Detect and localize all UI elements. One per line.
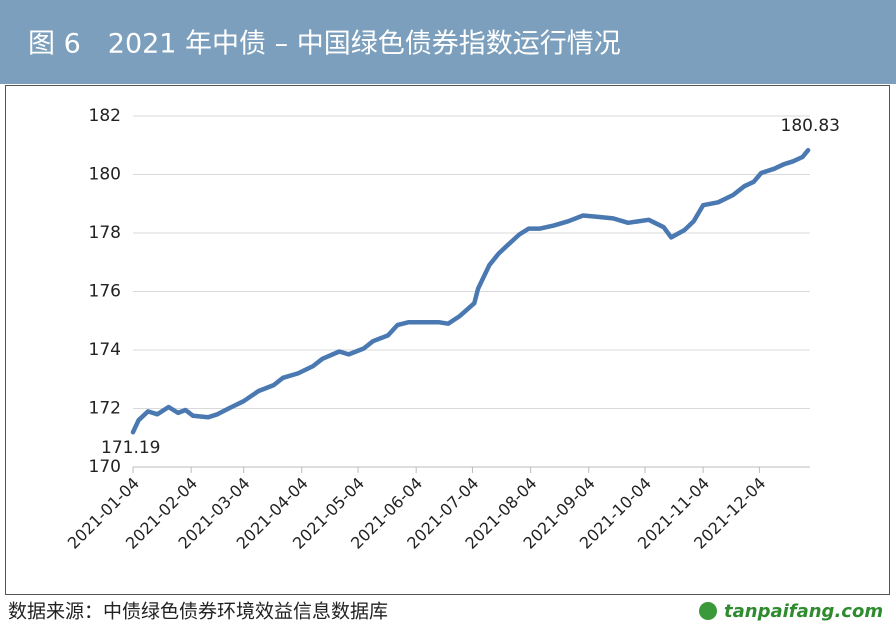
y-tick-label: 170 [89, 457, 121, 477]
y-tick-label: 172 [89, 399, 121, 419]
y-tick-label: 182 [89, 106, 121, 126]
chart-frame [5, 85, 890, 595]
y-tick-label: 180 [89, 165, 121, 185]
chart-title: 图 6 2021 年中债 – 中国绿色债券指数运行情况 [28, 29, 621, 60]
data-label: 171.19 [101, 438, 160, 458]
y-tick-label: 178 [89, 223, 121, 243]
watermark-logo [699, 602, 717, 620]
y-tick-label: 174 [89, 340, 121, 360]
data-label: 180.83 [781, 116, 840, 136]
header-bar [0, 0, 896, 84]
watermark: tanpaifang.com [724, 601, 883, 622]
source-note: 数据来源：中债绿色债券环境效益信息数据库 [8, 601, 388, 623]
y-tick-label: 176 [89, 282, 121, 302]
data-line [130, 147, 811, 435]
